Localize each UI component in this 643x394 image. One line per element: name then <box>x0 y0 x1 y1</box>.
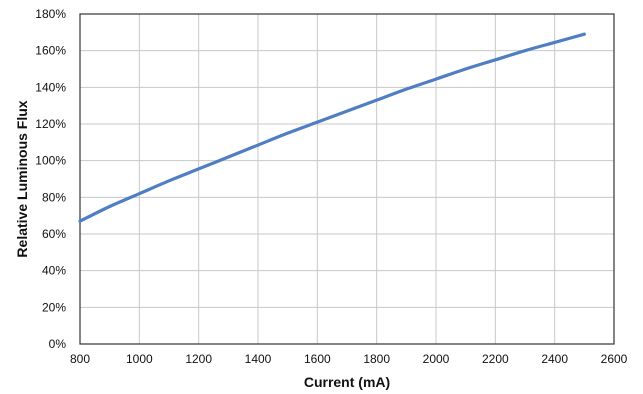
x-tick-label-5: 1800 <box>363 352 390 366</box>
x-axis-title: Current (mA) <box>304 374 390 390</box>
series-line-0 <box>78 32 586 223</box>
y-tick-label-7: 140% <box>35 80 66 94</box>
y-tick-label-0: 0% <box>49 337 67 351</box>
x-tick-label-7: 2200 <box>482 352 509 366</box>
x-tick-label-8: 2400 <box>541 352 568 366</box>
x-tick-label-2: 1200 <box>185 352 212 366</box>
x-tick-label-6: 2000 <box>423 352 450 366</box>
x-tick-label-0: 800 <box>70 352 90 366</box>
plot-area <box>79 13 615 345</box>
x-axis-ticks: 800 1000 1200 1400 1600 1800 2000 2200 2400 2600 <box>70 352 628 366</box>
y-tick-label-5: 100% <box>35 154 66 168</box>
x-tick-label-3: 1400 <box>245 352 272 366</box>
y-tick-label-4: 80% <box>42 190 66 204</box>
series-layer <box>78 32 586 223</box>
y-tick-label-2: 40% <box>42 264 66 278</box>
y-axis-ticks: 0% 20% 40% 60% 80% 100% 120% 140% 160% 180% <box>35 7 66 351</box>
y-axis-title: Relative Luminous Flux <box>14 100 30 257</box>
y-tick-label-8: 160% <box>35 44 66 58</box>
grid <box>79 13 615 345</box>
x-tick-label-4: 1600 <box>304 352 331 366</box>
y-tick-label-6: 120% <box>35 117 66 131</box>
y-tick-label-3: 60% <box>42 227 66 241</box>
y-tick-label-1: 20% <box>42 300 66 314</box>
y-tick-label-9: 180% <box>35 7 66 21</box>
x-tick-label-1: 1000 <box>126 352 153 366</box>
x-tick-label-9: 2600 <box>601 352 628 366</box>
